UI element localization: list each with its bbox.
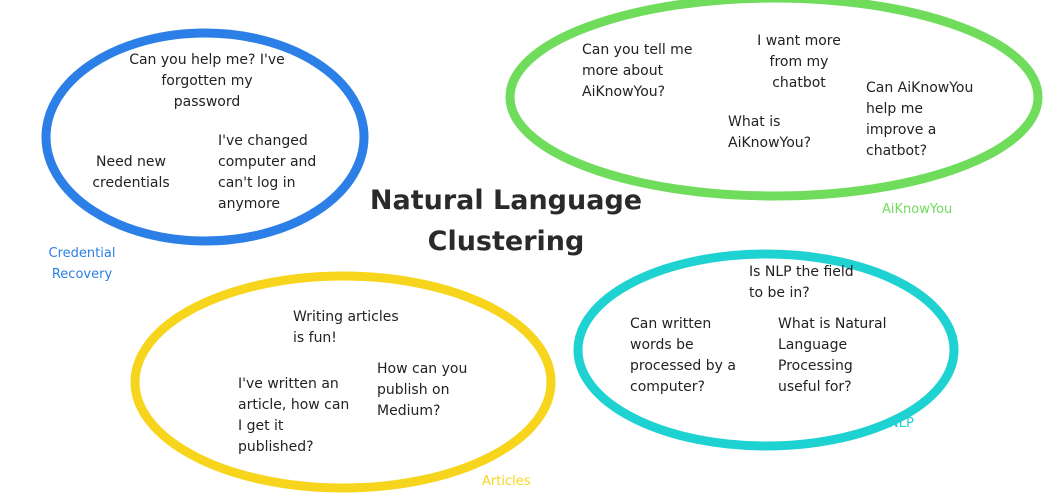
cluster-item: Is NLP the field to be in?	[749, 264, 854, 301]
cluster-item: Can you tell me more about AiKnowYou?	[582, 42, 693, 100]
credential-recovery-ring	[41, 28, 369, 246]
cluster-item: Can you help me? I've forgotten my passw…	[129, 52, 285, 110]
diagram-title: Natural Language Clustering	[369, 185, 643, 257]
cluster-item: Need new credentials	[92, 154, 170, 191]
cluster-item: I've written an article, how can I get i…	[238, 376, 350, 455]
cluster-item: Can written words be processed by a comp…	[630, 316, 736, 395]
articles-ring	[130, 271, 556, 493]
cluster-item: Can AiKnowYou help me improve a chatbot?	[866, 80, 974, 159]
cluster-item: Writing articles is fun!	[293, 309, 399, 346]
cluster-item: What is AiKnowYou?	[728, 114, 812, 151]
cluster-label-aiknowyou: AiKnowYou	[882, 202, 953, 217]
cluster-item: I want more from my chatbot	[757, 33, 841, 91]
nlp-ring	[573, 249, 959, 451]
cluster-label-articles: Articles	[482, 474, 531, 489]
cluster-label-credential-recovery: Credential Recovery	[48, 246, 116, 282]
cluster-item: What is Natural Language Processing usef…	[778, 316, 887, 395]
cluster-label-nlp: NLP	[889, 416, 914, 431]
aiknowyou-ring	[505, 0, 1043, 201]
cluster-item: How can you publish on Medium?	[377, 361, 468, 419]
cluster-item: I've changed computer and can't log in a…	[218, 133, 317, 212]
